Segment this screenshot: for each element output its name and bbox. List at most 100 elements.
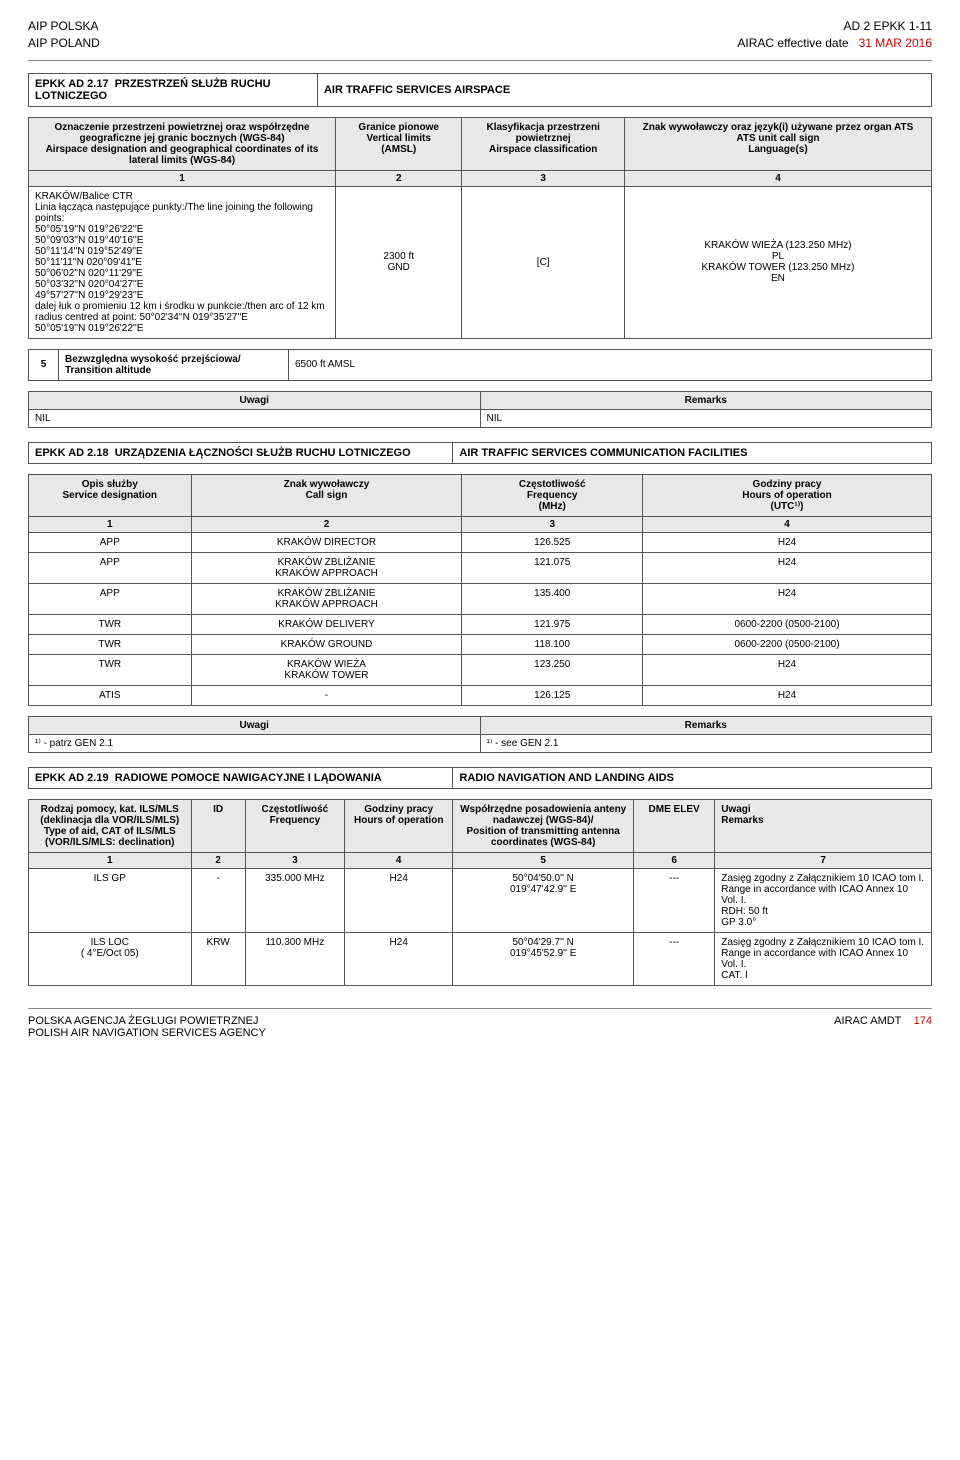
sec18-code-title: EPKK AD 2.18 URZĄDZENIA ŁĄCZNOŚCI SŁUŻB … xyxy=(29,442,453,463)
sec17-body3: [C] xyxy=(462,186,625,338)
table-cell: KRAKÓW GROUND xyxy=(191,634,462,654)
sec19-h2: ID xyxy=(191,799,245,852)
airac-line: AIRAC effective date 31 MAR 2016 xyxy=(737,35,932,52)
table-cell: 123.250 xyxy=(462,654,643,685)
table-cell: 126.525 xyxy=(462,532,643,552)
table-cell: H24 xyxy=(643,654,932,685)
footer-left: POLSKA AGENCJA ŻEGLUGI POWIETRZNEJ POLIS… xyxy=(28,1015,266,1039)
sec18-code: EPKK AD 2.18 xyxy=(35,447,109,459)
sec19-pl: RADIOWE POMOCE NAWIGACYJNE I LĄDOWANIA xyxy=(115,772,382,784)
sec18-title: EPKK AD 2.18 URZĄDZENIA ŁĄCZNOŚCI SŁUŻB … xyxy=(28,442,932,464)
table-cell: ATIS xyxy=(29,685,192,705)
trans-num: 5 xyxy=(29,349,59,380)
sec19-n5: 5 xyxy=(453,852,634,868)
sec19-n1: 1 xyxy=(29,852,192,868)
header-rule xyxy=(28,60,932,61)
sec17-transition: 5 Bezwzględna wysokość przejściowa/Trans… xyxy=(28,349,932,381)
sec18-n3: 3 xyxy=(462,516,643,532)
footer-amdt-num: 174 xyxy=(914,1015,932,1027)
rem-r2: Remarks xyxy=(480,716,932,734)
sec19-title: EPKK AD 2.19 RADIOWE POMOCE NAWIGACYJNE … xyxy=(28,767,932,789)
footer-pl: POLSKA AGENCJA ŻEGLUGI POWIETRZNEJ xyxy=(28,1015,266,1027)
sec18-rem-l: ¹⁾ - patrz GEN 2.1 xyxy=(29,734,481,752)
table-cell: H24 xyxy=(643,583,932,614)
sec17-remarks: UwagiRemarks NILNIL xyxy=(28,391,932,428)
sec18-pl: URZĄDZENIA ŁĄCZNOŚCI SŁUŻB RUCHU LOTNICZ… xyxy=(115,447,411,459)
airac-date: 31 MAR 2016 xyxy=(859,36,932,50)
table-cell: Zasięg zgodny z Załącznikiem 10 ICAO tom… xyxy=(715,932,932,985)
sec18-n1: 1 xyxy=(29,516,192,532)
table-cell: 121.075 xyxy=(462,552,643,583)
table-cell: H24 xyxy=(643,552,932,583)
sec17-n4: 4 xyxy=(624,170,931,186)
sec19-n4: 4 xyxy=(345,852,453,868)
table-cell: KRAKÓW DIRECTOR xyxy=(191,532,462,552)
sec17-table: Oznaczenie przestrzeni powietrznej oraz … xyxy=(28,117,932,339)
table-cell: H24 xyxy=(345,868,453,932)
table-cell: KRAKÓW DELIVERY xyxy=(191,614,462,634)
table-cell: 50°04'50.0'' N019°47'42.9'' E xyxy=(453,868,634,932)
sec17-body1: KRAKÓW/Balice CTRLinia łącząca następują… xyxy=(29,186,336,338)
table-cell: KRAKÓW WIEŻAKRAKÓW TOWER xyxy=(191,654,462,685)
sec19-n7: 7 xyxy=(715,852,932,868)
table-cell: - xyxy=(191,685,462,705)
sec18-en: AIR TRAFFIC SERVICES COMMUNICATION FACIL… xyxy=(453,442,932,463)
aip-polska: AIP POLSKA xyxy=(28,18,100,35)
sec17-en: AIR TRAFFIC SERVICES AIRSPACE xyxy=(317,73,931,106)
trans-val: 6500 ft AMSL xyxy=(289,349,932,380)
sec19-code-title: EPKK AD 2.19 RADIOWE POMOCE NAWIGACYJNE … xyxy=(29,767,453,788)
table-cell: APP xyxy=(29,552,192,583)
sec17-title: EPKK AD 2.17 PRZESTRZEŃ SŁUŻB RUCHU LOTN… xyxy=(28,73,932,107)
sec19-h7: UwagiRemarks xyxy=(715,799,932,852)
sec18-rem-r: ¹⁾ - see GEN 2.1 xyxy=(480,734,932,752)
sec17-code: EPKK AD 2.17 xyxy=(35,78,109,90)
table-cell: --- xyxy=(633,932,714,985)
sec18-h2: Znak wywoławczyCall sign xyxy=(191,474,462,516)
sec18-table: Opis służbyService designation Znak wywo… xyxy=(28,474,932,706)
footer-amdt-label: AIRAC AMDT xyxy=(834,1015,901,1027)
table-cell: Zasięg zgodny z Załącznikiem 10 ICAO tom… xyxy=(715,868,932,932)
sec17-h2: Granice pionoweVertical limits(AMSL) xyxy=(336,117,462,170)
sec17-n2: 2 xyxy=(336,170,462,186)
sec19-n6: 6 xyxy=(633,852,714,868)
sec19-en: RADIO NAVIGATION AND LANDING AIDS xyxy=(453,767,932,788)
sec18-h1: Opis służbyService designation xyxy=(29,474,192,516)
table-cell: H24 xyxy=(643,685,932,705)
page-header: AIP POLSKA AIP POLAND AD 2 EPKK 1-11 AIR… xyxy=(28,18,932,52)
sec17-code-title: EPKK AD 2.17 PRZESTRZEŃ SŁUŻB RUCHU LOTN… xyxy=(29,73,318,106)
airac-label: AIRAC effective date xyxy=(737,36,848,50)
page-footer: POLSKA AGENCJA ŻEGLUGI POWIETRZNEJ POLIS… xyxy=(28,1008,932,1039)
sec19-h1: Rodzaj pomocy, kat. ILS/MLS (deklinacja … xyxy=(29,799,192,852)
table-cell: - xyxy=(191,868,245,932)
table-cell: 110.300 MHz xyxy=(245,932,344,985)
table-cell: 0600-2200 (0500-2100) xyxy=(643,634,932,654)
table-cell: KRAKÓW ZBLIŻANIEKRAKÓW APPROACH xyxy=(191,583,462,614)
rem-u2: Uwagi xyxy=(29,716,481,734)
table-cell: 121.975 xyxy=(462,614,643,634)
sec17-body2: 2300 ftGND xyxy=(336,186,462,338)
table-cell: APP xyxy=(29,532,192,552)
table-cell: 135.400 xyxy=(462,583,643,614)
table-cell: ILS GP xyxy=(29,868,192,932)
rem-nil-l: NIL xyxy=(29,409,481,427)
sec19-code: EPKK AD 2.19 xyxy=(35,772,109,784)
sec17-h1: Oznaczenie przestrzeni powietrznej oraz … xyxy=(29,117,336,170)
table-cell: 50°04'29.7'' N019°45'52.9'' E xyxy=(453,932,634,985)
sec19-h4: Godziny pracyHours of operation xyxy=(345,799,453,852)
aip-poland: AIP POLAND xyxy=(28,35,100,52)
sec17-h3: Klasyfikacja przestrzeni powietrznejAirs… xyxy=(462,117,625,170)
sec19-h3: CzęstotliwośćFrequency xyxy=(245,799,344,852)
sec17-n3: 3 xyxy=(462,170,625,186)
table-cell: H24 xyxy=(643,532,932,552)
rem-u: Uwagi xyxy=(29,391,481,409)
table-cell: 335.000 MHz xyxy=(245,868,344,932)
footer-right: AIRAC AMDT 174 xyxy=(834,1015,932,1039)
table-cell: TWR xyxy=(29,634,192,654)
sec19-h6: DME ELEV xyxy=(633,799,714,852)
table-cell: 0600-2200 (0500-2100) xyxy=(643,614,932,634)
table-cell: H24 xyxy=(345,932,453,985)
sec18-h3: CzęstotliwośćFrequency(MHz) xyxy=(462,474,643,516)
sec19-table: Rodzaj pomocy, kat. ILS/MLS (deklinacja … xyxy=(28,799,932,986)
table-cell: KRAKÓW ZBLIŻANIEKRAKÓW APPROACH xyxy=(191,552,462,583)
table-cell: TWR xyxy=(29,614,192,634)
